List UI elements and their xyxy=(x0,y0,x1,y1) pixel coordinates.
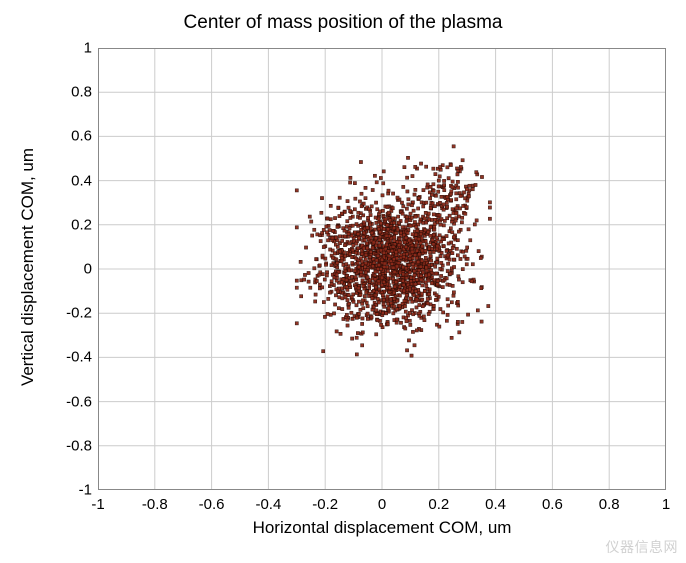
scatter-plot xyxy=(98,48,666,490)
x-tick: -0.2 xyxy=(312,496,338,513)
y-tick: -1 xyxy=(54,482,92,499)
y-axis-label: Vertical displacement COM, um xyxy=(18,147,38,387)
y-tick: 0 xyxy=(54,261,92,278)
y-tick: 0.4 xyxy=(54,172,92,189)
x-tick: -1 xyxy=(91,496,104,513)
x-tick: 0.2 xyxy=(428,496,449,513)
x-tick: 0 xyxy=(378,496,386,513)
x-tick: 0.6 xyxy=(542,496,563,513)
x-axis-label: Horizontal displacement COM, um xyxy=(98,518,666,538)
y-tick: -0.2 xyxy=(54,305,92,322)
x-tick: 0.8 xyxy=(599,496,620,513)
y-tick: 0.6 xyxy=(54,128,92,145)
x-tick: -0.6 xyxy=(199,496,225,513)
x-tick: 0.4 xyxy=(485,496,506,513)
y-tick: -0.8 xyxy=(54,437,92,454)
x-tick: 1 xyxy=(662,496,670,513)
chart-container: Center of mass position of the plasma Ve… xyxy=(0,0,686,563)
y-tick: 0.8 xyxy=(54,84,92,101)
watermark: 仪器信息网 xyxy=(606,537,679,557)
y-tick: 1 xyxy=(54,40,92,57)
x-tick: -0.8 xyxy=(142,496,168,513)
y-tick: 0.2 xyxy=(54,216,92,233)
chart-title: Center of mass position of the plasma xyxy=(0,12,686,34)
x-tick: -0.4 xyxy=(255,496,281,513)
y-tick: -0.6 xyxy=(54,393,92,410)
y-tick: -0.4 xyxy=(54,349,92,366)
